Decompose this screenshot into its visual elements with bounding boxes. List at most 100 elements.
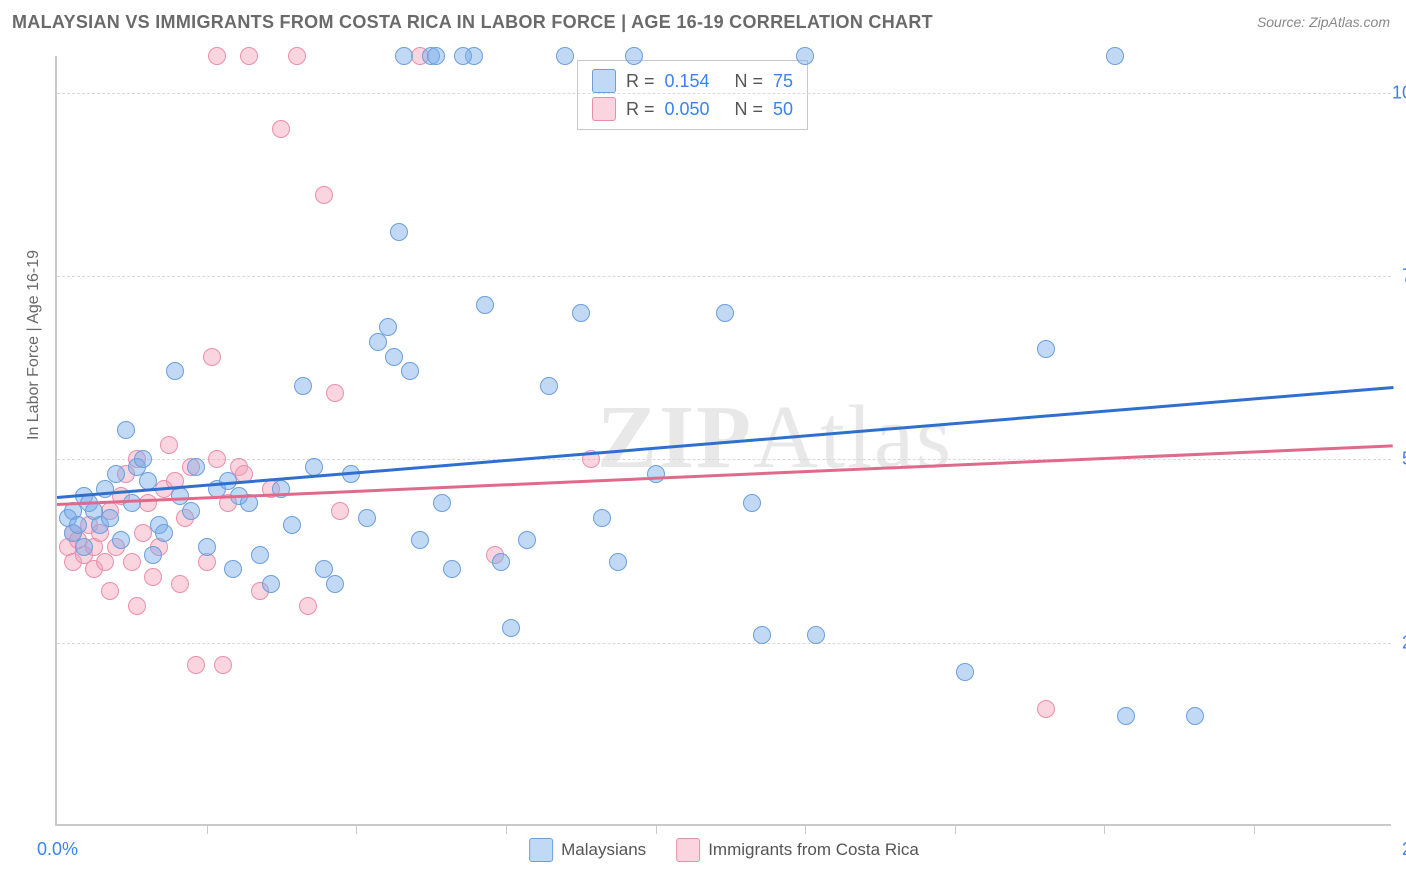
scatter-point-series-b	[128, 597, 146, 615]
scatter-point-series-a	[454, 47, 472, 65]
y-axis-tick-label: 25.0%	[1402, 632, 1406, 653]
scatter-point-series-a	[647, 465, 665, 483]
x-axis-tick	[356, 824, 357, 834]
x-axis-tick	[656, 824, 657, 834]
scatter-point-series-a	[433, 494, 451, 512]
scatter-point-series-b	[101, 582, 119, 600]
scatter-point-series-b	[331, 502, 349, 520]
scatter-point-series-a	[390, 223, 408, 241]
y-axis-tick-label: 50.0%	[1402, 449, 1406, 470]
plot-area: ZIPAtlas R =0.154N =75R =0.050N =50 0.0%…	[55, 56, 1391, 826]
gridline	[57, 93, 1391, 94]
scatter-point-series-a	[182, 502, 200, 520]
scatter-point-series-a	[294, 377, 312, 395]
scatter-point-series-b	[160, 436, 178, 454]
x-axis-label-min: 0.0%	[37, 839, 78, 860]
scatter-point-series-a	[369, 333, 387, 351]
trend-line-series-b	[57, 445, 1393, 506]
scatter-point-series-b	[208, 450, 226, 468]
y-axis-tick-label: 75.0%	[1402, 266, 1406, 287]
scatter-point-series-a	[540, 377, 558, 395]
scatter-point-series-a	[155, 524, 173, 542]
stat-n-prefix: N =	[735, 99, 764, 120]
scatter-point-series-b	[214, 656, 232, 674]
stat-n-value: 75	[773, 71, 793, 92]
watermark-bold: ZIP	[597, 388, 753, 487]
stat-n-prefix: N =	[735, 71, 764, 92]
scatter-point-series-a	[123, 494, 141, 512]
scatter-point-series-a	[716, 304, 734, 322]
trend-line-series-a	[57, 386, 1393, 498]
scatter-point-series-a	[395, 47, 413, 65]
scatter-point-series-a	[187, 458, 205, 476]
scatter-point-series-a	[411, 531, 429, 549]
scatter-point-series-a	[753, 626, 771, 644]
legend-item: Malaysians	[529, 838, 646, 862]
scatter-point-series-a	[251, 546, 269, 564]
stats-row: R =0.154N =75	[592, 67, 793, 95]
scatter-point-series-a	[609, 553, 627, 571]
scatter-point-series-a	[625, 47, 643, 65]
scatter-point-series-a	[1186, 707, 1204, 725]
y-axis-tick-label: 100.0%	[1392, 82, 1406, 103]
x-axis-tick	[955, 824, 956, 834]
scatter-point-series-b	[96, 553, 114, 571]
scatter-point-series-b	[171, 575, 189, 593]
scatter-point-series-a	[956, 663, 974, 681]
scatter-point-series-a	[1117, 707, 1135, 725]
legend-swatch	[529, 838, 553, 862]
scatter-point-series-a	[112, 531, 130, 549]
scatter-point-series-b	[208, 47, 226, 65]
stat-n-value: 50	[773, 99, 793, 120]
scatter-point-series-a	[224, 560, 242, 578]
scatter-point-series-a	[144, 546, 162, 564]
scatter-point-series-a	[358, 509, 376, 527]
scatter-point-series-b	[288, 47, 306, 65]
x-axis-tick	[1104, 824, 1105, 834]
stat-r-value: 0.154	[665, 71, 725, 92]
scatter-point-series-b	[240, 47, 258, 65]
y-axis-title: In Labor Force | Age 16-19	[25, 250, 43, 440]
scatter-point-series-b	[1037, 700, 1055, 718]
stat-r-value: 0.050	[665, 99, 725, 120]
scatter-point-series-a	[476, 296, 494, 314]
scatter-point-series-a	[518, 531, 536, 549]
scatter-point-series-a	[1037, 340, 1055, 358]
scatter-point-series-a	[593, 509, 611, 527]
gridline	[57, 643, 1391, 644]
scatter-point-series-b	[123, 553, 141, 571]
scatter-point-series-a	[305, 458, 323, 476]
gridline	[57, 459, 1391, 460]
x-axis-tick	[805, 824, 806, 834]
x-axis-tick	[1254, 824, 1255, 834]
scatter-point-series-b	[139, 494, 157, 512]
scatter-point-series-a	[134, 450, 152, 468]
scatter-point-series-a	[1106, 47, 1124, 65]
scatter-point-series-a	[492, 553, 510, 571]
scatter-point-series-a	[796, 47, 814, 65]
scatter-point-series-a	[502, 619, 520, 637]
scatter-point-series-a	[101, 509, 119, 527]
stat-r-prefix: R =	[626, 99, 655, 120]
stats-box: R = 0.154 N = 75 R = 0.050 N = 50	[577, 60, 808, 130]
stats-row: R = 0.050 N = 50	[592, 95, 793, 123]
legend-swatch	[676, 838, 700, 862]
scatter-point-series-a	[379, 318, 397, 336]
scatter-point-series-b	[144, 568, 162, 586]
gridline	[57, 276, 1391, 277]
scatter-point-series-a	[262, 575, 280, 593]
scatter-point-series-b	[272, 120, 290, 138]
bottom-legend: Malaysians Immigrants from Costa Rica	[529, 838, 919, 862]
scatter-point-series-b	[203, 348, 221, 366]
scatter-point-series-a	[427, 47, 445, 65]
legend-label: Immigrants from Costa Rica	[708, 840, 919, 860]
scatter-point-series-a	[807, 626, 825, 644]
scatter-point-series-a	[198, 538, 216, 556]
scatter-point-series-a	[572, 304, 590, 322]
scatter-point-series-a	[75, 538, 93, 556]
scatter-point-series-b	[299, 597, 317, 615]
scatter-point-series-a	[401, 362, 419, 380]
chart-title: MALAYSIAN VS IMMIGRANTS FROM COSTA RICA …	[12, 12, 933, 33]
scatter-point-series-a	[385, 348, 403, 366]
scatter-point-series-a	[556, 47, 574, 65]
